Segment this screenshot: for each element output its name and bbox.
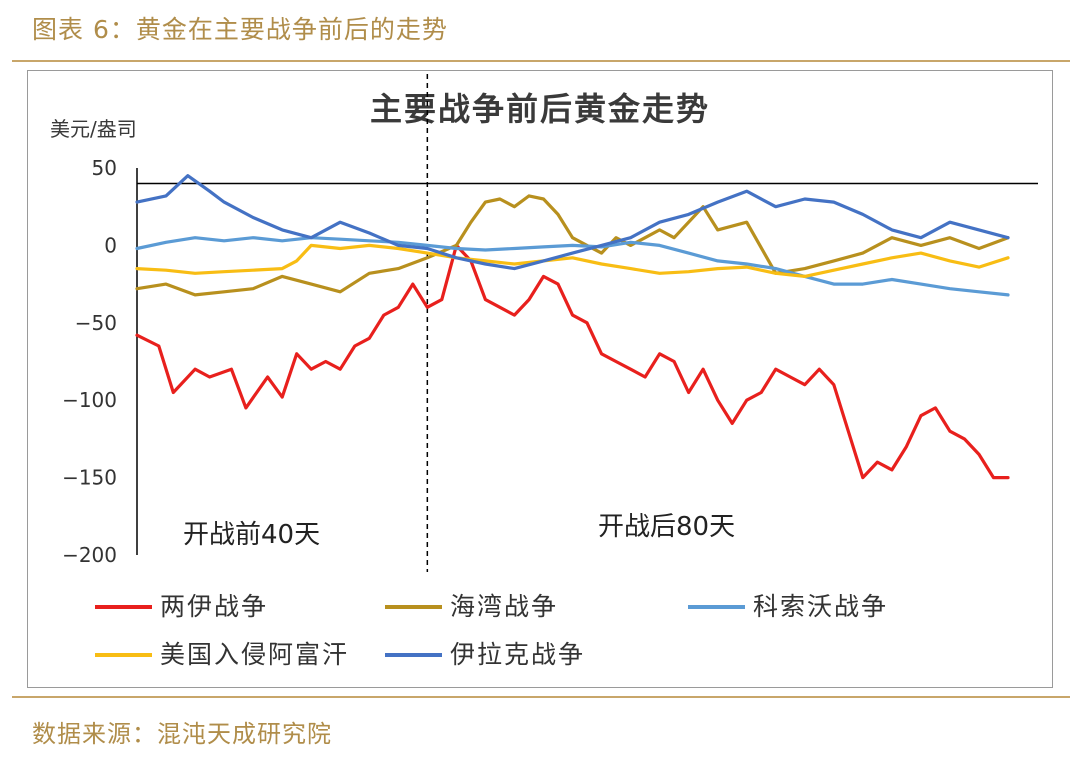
y-tick-label: 0 <box>104 233 117 257</box>
legend-label: 科索沃战争 <box>753 592 888 621</box>
y-tick-label: −200 <box>62 543 117 567</box>
series-lines <box>135 174 1010 480</box>
y-tick-label: −100 <box>62 388 117 412</box>
chart-title: 主要战争前后黄金走势 <box>370 90 710 128</box>
y-tick-label: 50 <box>92 156 117 180</box>
series-line-两伊战争 <box>135 243 1010 480</box>
series-line-海湾战争 <box>135 194 1010 297</box>
series-line-美国入侵阿富汗 <box>135 243 1010 278</box>
series-line-科索沃战争 <box>135 236 1010 297</box>
legend-label: 两伊战争 <box>160 592 268 621</box>
bottom-rule <box>12 696 1070 698</box>
chart-frame <box>27 70 1053 688</box>
legend-label: 海湾战争 <box>450 592 558 621</box>
y-axis-unit: 美元/盎司 <box>50 117 137 141</box>
annotation-after: 开战后80天 <box>598 512 735 542</box>
top-rule <box>12 60 1070 62</box>
y-tick-label: −50 <box>75 311 117 335</box>
legend-label: 美国入侵阿富汗 <box>160 640 349 669</box>
reference-lines <box>137 74 1038 572</box>
legend-label: 伊拉克战争 <box>450 640 585 669</box>
y-tick-label: −150 <box>62 466 117 490</box>
figure-caption: 图表 6：黄金在主要战争前后的走势 <box>32 15 448 44</box>
y-axis: 50 0 −50 −100 −150 −200 <box>62 156 138 567</box>
annotation-before: 开战前40天 <box>183 520 320 550</box>
series-line-伊拉克战争 <box>135 174 1010 271</box>
data-source: 数据来源：混沌天成研究院 <box>32 720 332 748</box>
